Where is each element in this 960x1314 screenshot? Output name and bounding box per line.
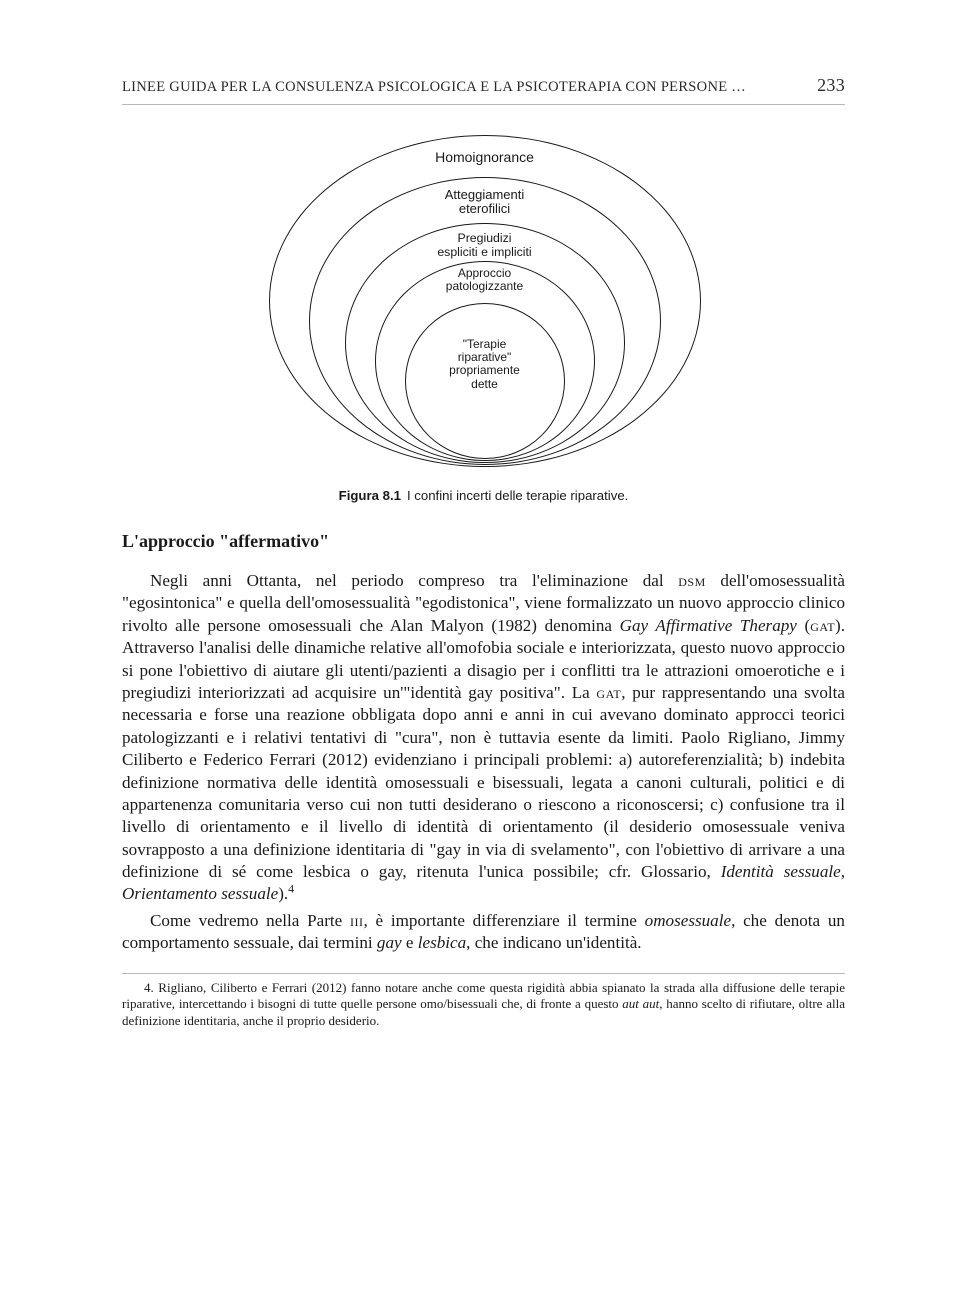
section-heading: L'approccio "affermativo"	[122, 531, 845, 552]
ellipse-4-label: Approcciopatologizzante	[376, 267, 594, 293]
running-head: LINEE GUIDA PER LA CONSULENZA PSICOLOGIC…	[122, 75, 845, 105]
figure-caption-label: Figura 8.1	[339, 488, 401, 503]
ellipse-5-label: "Terapie riparative" propriamente dette	[406, 338, 564, 391]
ellipse-1-label: Homoignorance	[270, 150, 700, 165]
running-title: LINEE GUIDA PER LA CONSULENZA PSICOLOGIC…	[122, 79, 746, 96]
figure-caption: Figura 8.1 I confini incerti delle terapi…	[122, 488, 845, 503]
footnote-4: 4. Rigliano, Ciliberto e Ferrari (2012) …	[122, 980, 845, 1030]
figure-nested-ellipses: Homoignorance Atteggiamentieterofilici P…	[269, 135, 699, 470]
paragraph-1: Negli anni Ottanta, nel periodo compreso…	[122, 570, 845, 906]
ellipse-2-label: Atteggiamentieterofilici	[310, 188, 660, 217]
ellipse-3-label: Pregiudiziespliciti e impliciti	[346, 232, 624, 259]
footnote-rule	[122, 973, 845, 974]
paragraph-2: Come vedremo nella Parte iii, è importan…	[122, 910, 845, 955]
ellipse-5: "Terapie riparative" propriamente dette	[405, 303, 565, 459]
page-number: 233	[817, 75, 845, 96]
figure-caption-text: I confini incerti delle terapie riparati…	[407, 488, 628, 503]
document-page: LINEE GUIDA PER LA CONSULENZA PSICOLOGIC…	[0, 0, 960, 1314]
